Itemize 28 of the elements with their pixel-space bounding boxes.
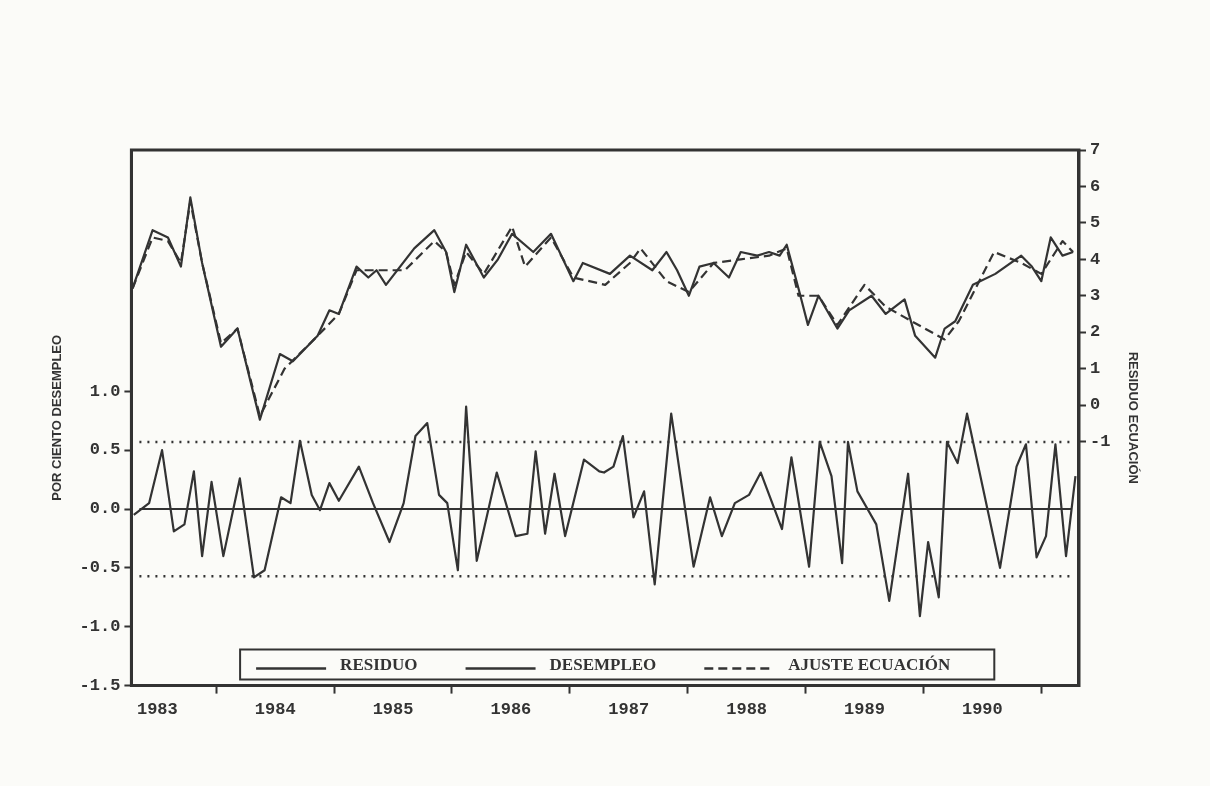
y-tick-label: 0.5: [89, 440, 121, 460]
x-tick-label: 1986: [490, 700, 532, 720]
x-tick-label: 1988: [726, 700, 768, 720]
y-tick-label: -0.5: [79, 558, 121, 578]
legend-label: AJUSTE ECUACIÓN: [788, 654, 952, 674]
y2-tick-label: 5: [1090, 213, 1101, 233]
legend-label: RESIDUO: [340, 654, 418, 674]
x-tick-label: 1987: [608, 700, 650, 720]
y2-tick-label: 4: [1090, 249, 1101, 269]
y-tick-label: -1.0: [79, 617, 121, 637]
x-tick-label: 1983: [136, 700, 178, 720]
y2-tick-label: 7: [1090, 140, 1101, 160]
y2-tick-label: 1: [1090, 358, 1101, 378]
x-tick-label: 1985: [372, 700, 414, 720]
y-tick-label: -1.5: [79, 675, 121, 695]
y2-tick-label: 2: [1090, 322, 1101, 342]
y2-tick-label: -1: [1090, 431, 1111, 451]
y2-tick-label: 0: [1090, 395, 1101, 415]
y2-tick-label: 6: [1090, 176, 1101, 196]
legend-label: DESEMPLEO: [549, 654, 657, 674]
y2-tick-label: 3: [1090, 286, 1101, 306]
x-tick-label: 1989: [844, 700, 885, 720]
y-tick-label: 0.0: [89, 499, 121, 519]
x-tick-label: 1990: [961, 700, 1003, 720]
y-tick-label: 1.0: [89, 381, 121, 401]
y2-axis-title: RESIDUO ECUACIÓN: [1125, 351, 1141, 484]
x-tick-label: 1984: [254, 700, 296, 720]
y-axis-title: POR CIENTO DESEMPLEO: [49, 334, 65, 501]
